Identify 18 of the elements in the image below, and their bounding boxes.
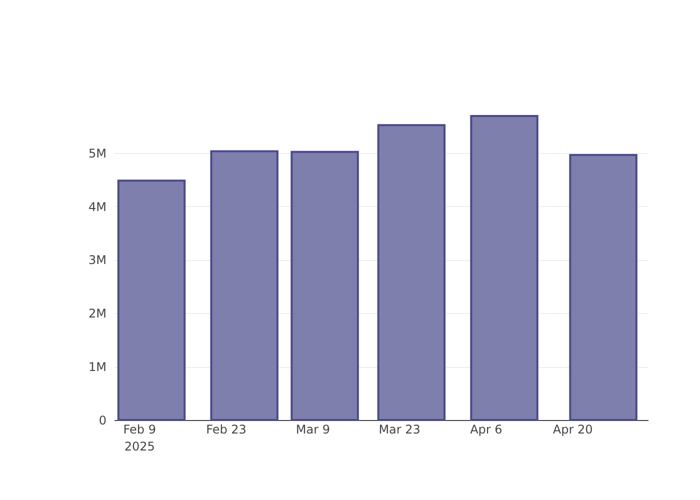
y-tick-label: 0 xyxy=(98,414,106,428)
y-tick-label: 3M xyxy=(88,253,106,268)
y-tick-label: 4M xyxy=(88,200,106,214)
y-tick-label: 1M xyxy=(88,360,106,374)
bar xyxy=(377,124,446,421)
bar xyxy=(470,115,538,421)
bar xyxy=(210,150,278,421)
x-tick-label: Apr 6 xyxy=(470,422,502,436)
bar xyxy=(569,154,638,421)
y-tick-label: 5M xyxy=(88,146,106,160)
bar xyxy=(290,150,359,421)
bar xyxy=(117,180,186,421)
x-tick-label: Mar 9 xyxy=(296,422,330,436)
x-tick-label: Feb 9 2025 xyxy=(123,422,156,454)
x-tick-label: Feb 23 xyxy=(206,422,246,436)
y-tick-label: 2M xyxy=(88,306,106,321)
x-tick-label: Apr 20 xyxy=(552,422,593,436)
x-tick-label: Mar 23 xyxy=(378,422,420,436)
